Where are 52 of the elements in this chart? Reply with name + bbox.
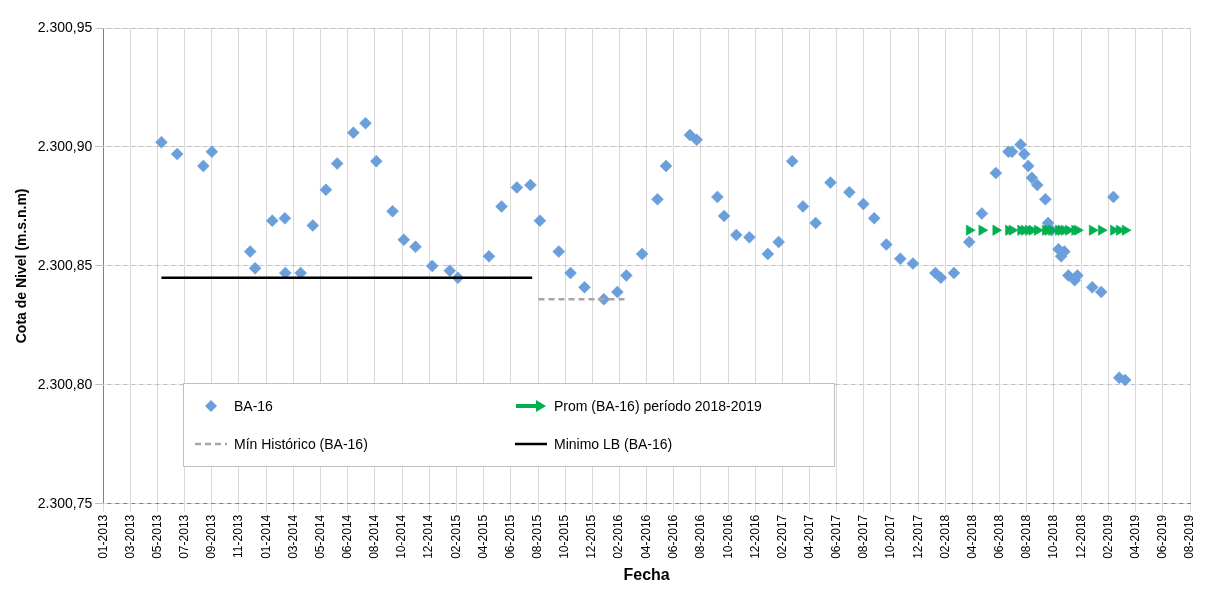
x-tick-label: 04-2018: [964, 514, 979, 559]
y-tick-label: 2.300,90: [37, 137, 93, 154]
x-tick-label: 07-2013: [177, 514, 192, 559]
y-tick-label: 2.300,80: [37, 375, 93, 392]
x-tick-label: 10-2016: [720, 514, 735, 559]
x-tick-label: 12-2018: [1073, 514, 1088, 559]
x-tick-label: 06-2016: [665, 514, 680, 559]
legend-label: Prom (BA-16) período 2018-2019: [554, 398, 762, 414]
x-tick-label: 03-2014: [285, 514, 300, 559]
x-tick-label: 08-2017: [856, 514, 871, 559]
y-tick-label: 2.300,95: [37, 18, 93, 35]
y-tick-label: 2.300,85: [37, 256, 93, 273]
x-tick-label: 08-2014: [367, 514, 382, 559]
x-tick-label: 05-2014: [312, 514, 327, 559]
x-tick-label: 04-2016: [638, 514, 653, 559]
x-tick-label: 12-2015: [584, 514, 599, 559]
x-tick-label: 06-2015: [502, 514, 517, 559]
x-tick-label: 08-2016: [693, 514, 708, 559]
x-tick-label: 10-2017: [883, 514, 898, 559]
y-tick-label: 2.300,75: [37, 494, 93, 511]
x-tick-label: 08-2018: [1019, 514, 1034, 559]
x-tick-label: 06-2019: [1154, 514, 1169, 559]
x-tick-label: 09-2013: [204, 514, 219, 559]
x-tick-label: 10-2014: [394, 514, 409, 559]
x-tick-label: 01-2014: [258, 514, 273, 559]
x-tick-label: 06-2014: [339, 514, 354, 559]
x-tick-label: 04-2015: [475, 514, 490, 559]
x-tick-label: 08-2015: [530, 514, 545, 559]
x-tick-label: 02-2015: [448, 514, 463, 559]
x-tick-label: 06-2018: [992, 514, 1007, 559]
x-tick-label: 01-2013: [95, 514, 110, 559]
x-tick-label: 02-2017: [774, 514, 789, 559]
x-tick-label: 06-2017: [829, 514, 844, 559]
x-tick-label: 04-2019: [1127, 514, 1142, 559]
x-tick-label: 02-2018: [937, 514, 952, 559]
x-tick-label: 12-2017: [910, 514, 925, 559]
x-tick-label: 12-2014: [421, 514, 436, 559]
legend-label: Mín Histórico (BA-16): [234, 436, 368, 452]
x-tick-label: 11-2013: [231, 514, 246, 558]
x-tick-label: 08-2019: [1182, 514, 1197, 559]
x-tick-label: 04-2017: [802, 514, 817, 559]
legend-label: BA-16: [234, 398, 273, 414]
x-tick-label: 10-2015: [557, 514, 572, 559]
x-tick-label: 05-2013: [149, 514, 164, 559]
x-tick-label: 03-2013: [122, 514, 137, 559]
x-axis-title: Fecha: [623, 565, 670, 583]
legend-label: Minimo LB (BA-16): [554, 436, 673, 452]
y-axis-title: Cota de Nivel (m.s.n.m): [13, 188, 30, 344]
x-tick-label: 10-2018: [1046, 514, 1061, 559]
x-tick-label: 02-2016: [611, 514, 626, 559]
x-tick-label: 02-2019: [1100, 514, 1115, 559]
x-tick-label: 12-2016: [747, 514, 762, 559]
